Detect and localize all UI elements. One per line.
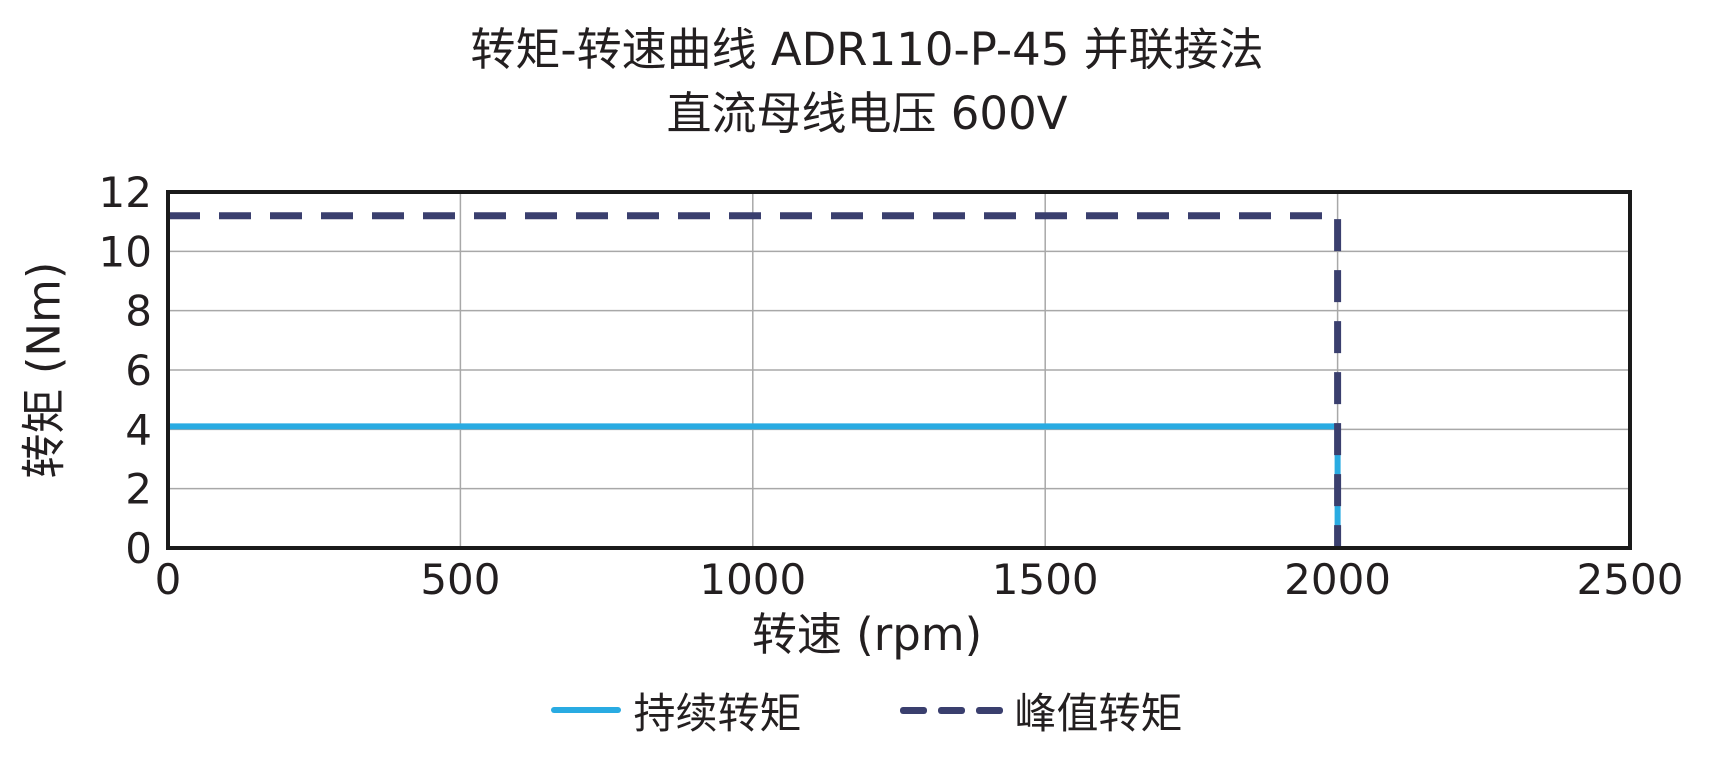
chart-legend: 持续转矩 峰值转矩 bbox=[0, 682, 1734, 738]
x-tick-label: 0 bbox=[155, 555, 182, 604]
x-tick-label: 2000 bbox=[1284, 555, 1391, 604]
legend-label-continuous-torque: 持续转矩 bbox=[633, 688, 802, 738]
legend-dash-segment bbox=[937, 706, 965, 714]
legend-item-continuous-torque: 持续转矩 bbox=[551, 680, 802, 741]
y-tick-label: 12 bbox=[99, 168, 152, 217]
x-tick-label: 2500 bbox=[1577, 555, 1684, 604]
legend-label-peak-torque: 峰值转矩 bbox=[1014, 688, 1183, 738]
y-tick-label: 4 bbox=[125, 405, 152, 454]
x-tick-label: 500 bbox=[420, 555, 500, 604]
x-axis-label: 转速 (rpm) bbox=[751, 608, 983, 661]
chart-title-line2: 直流母线电压 600V bbox=[666, 87, 1068, 140]
y-tick-label: 10 bbox=[99, 227, 152, 276]
chart-title-line1: 转矩-转速曲线 ADR110-P-45 并联接法 bbox=[470, 23, 1264, 76]
y-tick-label: 0 bbox=[125, 524, 152, 573]
legend-dash-segment bbox=[975, 706, 1003, 714]
plot-frame bbox=[166, 190, 1632, 550]
legend-dash-segment bbox=[899, 706, 927, 714]
x-tick-label: 1000 bbox=[699, 555, 806, 604]
y-tick-label: 8 bbox=[125, 287, 152, 336]
y-tick-label: 6 bbox=[125, 346, 152, 395]
legend-swatch-dashed-line bbox=[899, 706, 1003, 714]
legend-swatch-solid-line bbox=[551, 707, 622, 713]
y-axis-label: 转矩 (Nm) bbox=[17, 261, 71, 479]
legend-item-peak-torque: 峰值转矩 bbox=[899, 680, 1183, 741]
chart-title: 转矩-转速曲线 ADR110-P-45 并联接法 直流母线电压 600V bbox=[0, 18, 1734, 146]
x-tick-label: 1500 bbox=[992, 555, 1099, 604]
series-line-peak-torque bbox=[168, 212, 1342, 548]
y-tick-label: 2 bbox=[125, 465, 152, 514]
